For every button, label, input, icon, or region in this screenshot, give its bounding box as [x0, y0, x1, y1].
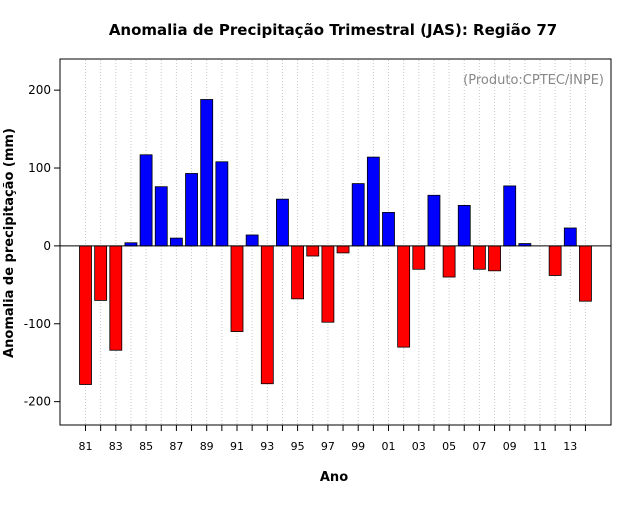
bar-14: [579, 245, 592, 302]
bar-81: [79, 245, 92, 385]
y-tick-label: 0: [43, 239, 51, 253]
bar-01: [382, 212, 395, 247]
bar-12: [548, 245, 562, 276]
x-tick-label: 13: [563, 440, 577, 453]
x-tick-label: 81: [79, 440, 93, 453]
bar-13: [563, 227, 577, 247]
x-tick-label: 01: [382, 440, 396, 453]
x-tick-label: 93: [260, 440, 274, 453]
bar-91: [230, 245, 244, 332]
bar-93: [260, 245, 274, 385]
bars: [79, 99, 592, 385]
bar-89: [200, 99, 214, 247]
x-tick-label: 91: [230, 440, 244, 453]
x-tick-label: 85: [139, 440, 153, 453]
y-tick-label: 100: [28, 161, 51, 175]
x-axis: 81 83 85 87 89 91 93 95 97 99 01 03 05 07 09 11 13: [79, 425, 586, 453]
x-tick-label: 03: [412, 440, 426, 453]
bar-03: [412, 245, 426, 270]
bar-82: [94, 245, 108, 301]
x-tick-label: 05: [442, 440, 456, 453]
bar-90: [215, 161, 229, 247]
bar-04: [427, 194, 441, 247]
bar-02: [397, 245, 411, 348]
chart-title: Anomalia de Precipitação Trimestral (JAS…: [109, 21, 557, 39]
x-tick-label: 99: [351, 440, 365, 453]
bar-83: [109, 245, 123, 351]
bar-85: [139, 154, 153, 247]
bar-96: [306, 245, 320, 257]
bar-97: [321, 245, 335, 323]
y-axis: -200 -100 0 100 200: [24, 83, 60, 409]
x-tick-label: 83: [109, 440, 123, 453]
bar-92: [245, 234, 259, 247]
bar-08: [488, 245, 501, 272]
bar-06: [457, 204, 471, 247]
bar-86: [154, 186, 168, 247]
x-tick-label: 95: [291, 440, 305, 453]
grid-lines: [85, 60, 586, 424]
y-tick-label: 200: [28, 83, 51, 97]
y-axis-label: Anomalia de precipitação (mm): [2, 128, 17, 358]
x-tick-label: 07: [472, 440, 486, 453]
x-tick-label: 97: [321, 440, 335, 453]
plot-frame: [59, 58, 612, 426]
bar-07: [472, 245, 486, 270]
bar-94: [276, 198, 289, 247]
x-tick-label: 09: [503, 440, 517, 453]
bar-98: [336, 245, 350, 254]
bar-95: [291, 245, 305, 300]
y-tick-label: -200: [24, 395, 51, 409]
bar-00: [366, 156, 380, 247]
bar-99: [351, 183, 365, 247]
x-tick-label: 89: [200, 440, 214, 453]
x-tick-label: 11: [533, 440, 547, 453]
source-annotation: (Produto:CPTEC/INPE): [463, 73, 604, 88]
y-tick-label: -100: [24, 317, 51, 331]
bar-87: [169, 237, 183, 247]
bar-09: [503, 185, 517, 247]
bar-05: [442, 245, 456, 278]
x-axis-label: Ano: [320, 470, 348, 485]
x-tick-label: 87: [169, 440, 183, 453]
bar-88: [185, 173, 198, 247]
